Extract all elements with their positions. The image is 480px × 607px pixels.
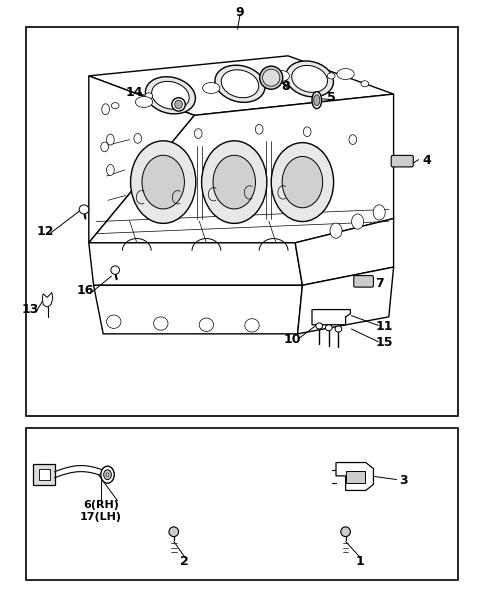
Ellipse shape	[260, 66, 283, 89]
Ellipse shape	[327, 73, 335, 79]
Text: 7: 7	[375, 277, 384, 290]
Ellipse shape	[282, 157, 323, 208]
Text: 2: 2	[180, 555, 189, 568]
Text: 3: 3	[399, 474, 408, 487]
Text: 10: 10	[283, 333, 300, 347]
Ellipse shape	[202, 141, 267, 223]
Ellipse shape	[255, 124, 263, 134]
Text: 13: 13	[22, 303, 39, 316]
Ellipse shape	[104, 470, 111, 480]
Ellipse shape	[203, 83, 220, 93]
Ellipse shape	[102, 104, 109, 115]
Text: 8: 8	[281, 80, 290, 93]
FancyBboxPatch shape	[33, 464, 55, 485]
Ellipse shape	[215, 65, 265, 103]
Ellipse shape	[175, 100, 182, 109]
Text: 5: 5	[327, 90, 336, 104]
Ellipse shape	[316, 323, 323, 329]
Ellipse shape	[107, 164, 114, 175]
Text: 12: 12	[37, 225, 54, 239]
Ellipse shape	[213, 155, 255, 209]
Polygon shape	[89, 76, 194, 243]
Ellipse shape	[325, 325, 332, 331]
Ellipse shape	[172, 98, 185, 111]
Ellipse shape	[245, 319, 259, 332]
Ellipse shape	[351, 214, 364, 229]
Ellipse shape	[111, 103, 119, 109]
Ellipse shape	[221, 70, 259, 98]
Ellipse shape	[263, 69, 280, 86]
Ellipse shape	[154, 317, 168, 330]
FancyBboxPatch shape	[39, 469, 50, 480]
Text: 1: 1	[356, 555, 364, 568]
Ellipse shape	[107, 315, 121, 328]
Ellipse shape	[145, 76, 195, 114]
Ellipse shape	[107, 134, 114, 145]
Text: 15: 15	[375, 336, 393, 350]
Ellipse shape	[341, 527, 350, 537]
Ellipse shape	[131, 141, 196, 223]
Ellipse shape	[101, 466, 114, 483]
Text: 6(RH)
17(LH): 6(RH) 17(LH)	[80, 500, 122, 522]
Ellipse shape	[303, 127, 311, 137]
Ellipse shape	[135, 97, 153, 107]
Ellipse shape	[337, 69, 354, 80]
Ellipse shape	[79, 205, 89, 214]
Polygon shape	[336, 463, 373, 490]
Ellipse shape	[169, 527, 179, 537]
Ellipse shape	[271, 143, 334, 222]
Ellipse shape	[142, 155, 184, 209]
Polygon shape	[312, 310, 350, 325]
Text: 14: 14	[126, 86, 143, 99]
Ellipse shape	[134, 134, 142, 143]
Ellipse shape	[106, 473, 109, 476]
Text: 11: 11	[375, 320, 393, 333]
FancyBboxPatch shape	[391, 155, 413, 167]
Ellipse shape	[101, 142, 108, 152]
Polygon shape	[42, 293, 53, 307]
Ellipse shape	[330, 223, 342, 238]
Ellipse shape	[194, 129, 202, 138]
FancyBboxPatch shape	[354, 276, 373, 287]
Bar	[26, 27, 458, 416]
Ellipse shape	[272, 70, 289, 81]
Text: 4: 4	[423, 154, 432, 168]
Ellipse shape	[361, 81, 369, 87]
Ellipse shape	[152, 81, 189, 109]
Ellipse shape	[272, 76, 280, 82]
Ellipse shape	[286, 61, 334, 97]
Ellipse shape	[207, 83, 215, 89]
Bar	[26, 428, 458, 580]
Polygon shape	[295, 219, 394, 285]
Ellipse shape	[335, 326, 342, 332]
Ellipse shape	[349, 135, 357, 144]
Ellipse shape	[373, 205, 385, 220]
FancyBboxPatch shape	[346, 471, 365, 483]
Polygon shape	[89, 243, 302, 285]
Polygon shape	[89, 56, 394, 115]
Polygon shape	[298, 267, 394, 334]
Ellipse shape	[314, 95, 320, 106]
Text: 9: 9	[236, 5, 244, 19]
Text: 16: 16	[77, 283, 94, 297]
Ellipse shape	[292, 66, 327, 92]
Ellipse shape	[312, 92, 322, 109]
Ellipse shape	[199, 318, 214, 331]
Ellipse shape	[111, 266, 120, 274]
Polygon shape	[89, 94, 394, 243]
Ellipse shape	[145, 93, 153, 99]
Polygon shape	[94, 285, 302, 334]
